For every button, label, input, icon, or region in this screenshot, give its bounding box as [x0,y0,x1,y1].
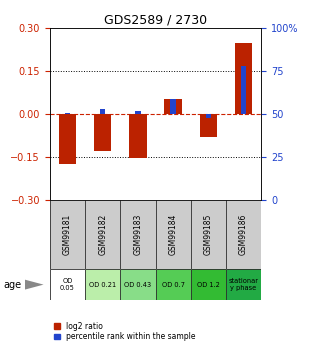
Bar [206,114,211,118]
Text: OD 1.2: OD 1.2 [197,282,220,288]
Text: stationar
y phase: stationar y phase [229,278,259,291]
Text: GSM99185: GSM99185 [204,214,213,255]
Legend: log2 ratio, percentile rank within the sample: log2 ratio, percentile rank within the s… [53,322,195,341]
Text: OD 0.21: OD 0.21 [89,282,116,288]
Bar [170,99,176,114]
Bar [164,99,182,114]
Bar [129,114,147,158]
Text: OD
0.05: OD 0.05 [60,278,75,291]
Text: GSM99182: GSM99182 [98,214,107,255]
Bar [235,43,253,114]
Text: age: age [3,280,21,289]
Text: GSM99181: GSM99181 [63,214,72,255]
Polygon shape [25,280,44,289]
Bar [100,109,105,114]
Bar [135,111,141,114]
Title: GDS2589 / 2730: GDS2589 / 2730 [104,13,207,27]
Text: OD 0.7: OD 0.7 [162,282,185,288]
Bar [241,66,246,114]
Bar [58,114,76,164]
Text: GSM99186: GSM99186 [239,214,248,255]
Bar [200,114,217,137]
Text: GSM99183: GSM99183 [133,214,142,255]
Text: OD 0.43: OD 0.43 [124,282,151,288]
Text: GSM99184: GSM99184 [169,214,178,255]
Bar [65,113,70,114]
Bar [94,114,111,151]
